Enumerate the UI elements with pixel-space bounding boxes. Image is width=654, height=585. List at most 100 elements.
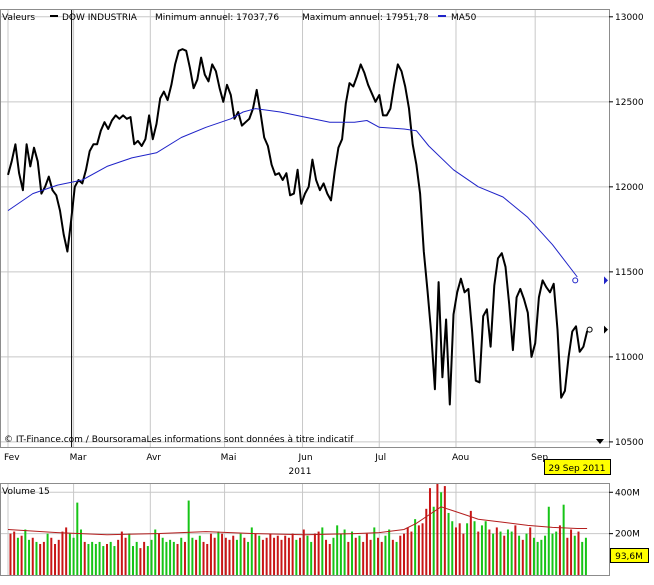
- volume-bar: [406, 527, 409, 575]
- volume-bar: [206, 543, 209, 575]
- volume-bar: [581, 541, 584, 575]
- year-label: 2011: [289, 467, 312, 477]
- volume-bar: [302, 529, 305, 575]
- volume-label: Volume 15: [2, 487, 50, 497]
- volume-bar: [261, 539, 264, 575]
- month-tick-label: Mai: [221, 453, 237, 463]
- volume-bar: [492, 533, 495, 575]
- volume-bar: [347, 541, 350, 575]
- volume-bar: [544, 535, 547, 575]
- month-tick-label: Aou: [452, 453, 469, 463]
- volume-bar: [91, 541, 94, 575]
- volume-bar: [124, 537, 127, 575]
- volume-bar: [477, 531, 480, 575]
- volume-bar: [343, 529, 346, 575]
- volume-bar: [469, 510, 472, 575]
- volume-bar: [221, 533, 224, 575]
- price-grid: [1, 10, 609, 447]
- volume-bar: [380, 541, 383, 575]
- volume-bar: [558, 525, 561, 575]
- volume-bar: [391, 539, 394, 575]
- volume-bar: [187, 500, 190, 575]
- volume-bar: [150, 539, 153, 575]
- volume-bar: [399, 535, 402, 575]
- volume-bar: [98, 541, 101, 575]
- volume-bar: [258, 535, 261, 575]
- price-y-tick-label: 12000: [615, 183, 644, 193]
- volume-bar: [20, 535, 23, 575]
- volume-bar: [570, 529, 573, 575]
- scroll-down-icon[interactable]: [596, 439, 604, 444]
- ma50-end-arrow-icon: [604, 276, 608, 285]
- price-panel-frame: [0, 9, 610, 448]
- volume-bar: [102, 546, 105, 575]
- volume-bar: [414, 519, 417, 575]
- volume-bar: [473, 521, 476, 575]
- volume-bar: [495, 527, 498, 575]
- volume-bar: [247, 541, 250, 575]
- price-line: [7, 48, 591, 406]
- volume-bar: [165, 541, 168, 575]
- volume-bar: [480, 525, 483, 575]
- volume-bar: [94, 543, 97, 575]
- axis-labels: 10500 11000 11500 12000 12500 13000 Fev Mar Avr M…: [4, 13, 644, 540]
- volume-bar: [180, 537, 183, 575]
- volume-bar: [135, 541, 138, 575]
- volume-bar: [183, 541, 186, 575]
- price-end-marker: [586, 326, 593, 333]
- volume-bar: [518, 535, 521, 575]
- volume-badge-text: 93,6M: [615, 552, 643, 562]
- volume-bar: [351, 531, 354, 575]
- price-lines: [7, 48, 608, 406]
- volume-bar: [555, 531, 558, 575]
- volume-bar: [451, 521, 454, 575]
- volume-bar: [143, 541, 146, 575]
- volume-bar: [417, 525, 420, 575]
- volume-bar: [362, 541, 365, 575]
- volume-bar: [328, 543, 331, 575]
- price-y-tick-label: 13000: [615, 13, 644, 23]
- volume-bar: [54, 543, 57, 575]
- volume-bar: [521, 539, 524, 575]
- volume-bar: [295, 539, 298, 575]
- volume-bar: [506, 529, 509, 575]
- volume-bar: [176, 543, 179, 575]
- volume-bar: [454, 527, 457, 575]
- volume-bar: [273, 537, 276, 575]
- volume-bar: [128, 533, 131, 575]
- volume-bar: [562, 504, 565, 575]
- volume-bar: [514, 525, 517, 575]
- legend-price-series: DOW INDUSTRIA: [62, 13, 138, 23]
- ma50-line: [7, 108, 578, 278]
- volume-bar: [358, 535, 361, 575]
- price-y-tick-label: 10500: [615, 438, 644, 448]
- volume-bar: [213, 537, 216, 575]
- volume-bar: [117, 539, 120, 575]
- volume-bar: [209, 533, 212, 575]
- volume-bar: [172, 541, 175, 575]
- date-badge-text: 29 Sep 2011: [548, 464, 605, 474]
- volume-bar: [72, 537, 75, 575]
- volume-bar: [198, 535, 201, 575]
- volume-bar: [169, 539, 172, 575]
- volume-bar: [377, 537, 380, 575]
- volume-bar: [525, 533, 528, 575]
- volume-y-tick-label: 400M: [615, 488, 640, 498]
- volume-bar: [161, 537, 164, 575]
- volume-bar: [191, 537, 194, 575]
- volume-bar: [243, 537, 246, 575]
- volume-bar: [499, 531, 502, 575]
- volume-bar: [106, 543, 108, 575]
- volume-bar: [265, 537, 268, 575]
- month-tick-label: Sep: [531, 453, 548, 463]
- volume-bar: [332, 537, 335, 575]
- volume-bar: [87, 543, 90, 575]
- volume-bar: [131, 546, 134, 575]
- volume-bar: [529, 527, 532, 575]
- volume-bar: [584, 537, 587, 575]
- volume-bar: [65, 527, 68, 575]
- volume-bar: [235, 539, 238, 575]
- volume-bar: [120, 531, 123, 575]
- volume-bar: [239, 533, 242, 575]
